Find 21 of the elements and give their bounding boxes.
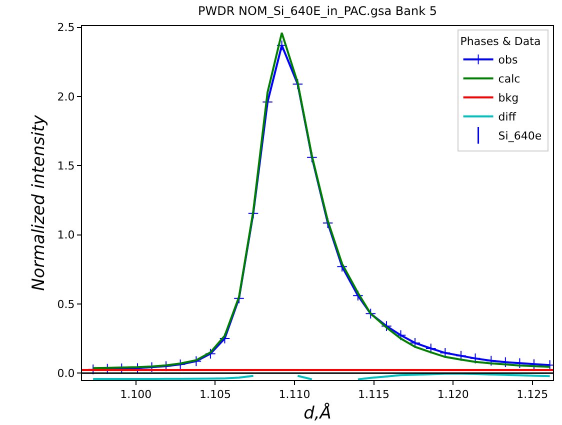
legend-label: obs	[498, 54, 518, 67]
legend-label: bkg	[498, 92, 519, 105]
x-tick-label: 1.115	[358, 388, 390, 402]
y-tick-label: 1.0	[57, 228, 75, 242]
x-tick-label: 1.120	[437, 388, 469, 402]
y-tick-label: 0.5	[57, 298, 75, 311]
chart-title: PWDR NOM_Si_640E_in_PAC.gsa Bank 5	[198, 4, 437, 18]
y-tick-label: 2.0	[57, 90, 75, 104]
y-axis-title: Normalized intensity	[28, 114, 49, 291]
x-tick-label: 1.110	[278, 388, 310, 402]
x-axis-title: d,Å	[304, 402, 332, 424]
x-tick-label: 1.105	[199, 388, 231, 402]
x-tick-label: 1.100	[120, 388, 152, 402]
y-tick-label: 2.5	[57, 21, 75, 34]
legend-label: Si_640e	[498, 130, 542, 143]
x-tick-label: 1.125	[516, 388, 548, 402]
legend-title: Phases & Data	[460, 34, 541, 48]
y-tick-label: 0.0	[57, 366, 75, 380]
y-tick-label: 1.5	[57, 160, 75, 173]
legend-label: diff	[498, 110, 516, 124]
legend-label: calc	[498, 72, 520, 86]
